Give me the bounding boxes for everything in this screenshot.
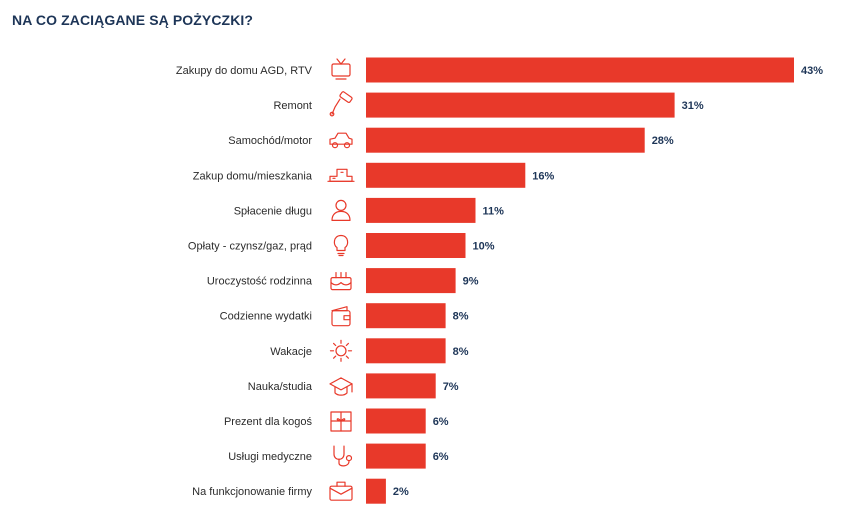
value-label: 43% <box>801 65 823 77</box>
value-label: 31% <box>682 100 704 112</box>
person-icon <box>331 199 351 221</box>
bar <box>366 92 675 118</box>
category-label: Opłaty - czynsz/gaz, prąd <box>188 241 312 253</box>
value-label: 7% <box>443 381 459 393</box>
bar <box>366 338 446 364</box>
chart-title: NA CO ZACIĄGANE SĄ POŻYCZKI? <box>12 12 254 28</box>
category-label: Wakacje <box>270 346 312 358</box>
category-label: Samochód/motor <box>228 135 312 147</box>
light-bulb-icon <box>333 234 349 257</box>
paint-roller-icon <box>329 91 353 117</box>
stethoscope-icon <box>333 445 353 467</box>
category-label: Uroczystość rodzinna <box>207 276 313 288</box>
value-label: 9% <box>463 276 479 288</box>
graduation-cap-icon <box>329 377 353 396</box>
bar <box>366 268 456 294</box>
tv-icon <box>331 58 351 80</box>
value-label: 6% <box>433 416 449 428</box>
category-label: Usługi medyczne <box>228 451 312 463</box>
bar <box>366 303 446 329</box>
briefcase-icon <box>329 481 353 501</box>
category-label: Spłacenie długu <box>234 205 312 217</box>
category-label: Zakupy do domu AGD, RTV <box>176 65 313 77</box>
category-label: Zakup domu/mieszkania <box>193 170 313 182</box>
cake-icon <box>330 272 352 291</box>
bar <box>366 443 426 469</box>
bar <box>366 197 476 223</box>
category-label: Na funkcjonowanie firmy <box>192 486 312 498</box>
value-label: 16% <box>532 170 554 182</box>
wallet-icon <box>331 306 351 327</box>
value-label: 8% <box>453 346 469 358</box>
bar <box>366 57 794 83</box>
value-label: 11% <box>483 205 505 217</box>
value-label: 6% <box>433 451 449 463</box>
bar <box>366 408 426 434</box>
value-label: 28% <box>652 135 674 147</box>
bar <box>366 478 386 504</box>
gift-icon <box>330 411 352 432</box>
category-label: Nauka/studia <box>248 381 313 393</box>
value-label: 10% <box>473 241 495 253</box>
bar <box>366 162 526 188</box>
house-icon <box>327 168 355 182</box>
category-label: Codzienne wydatki <box>220 311 312 323</box>
category-label: Remont <box>273 100 312 112</box>
sun-icon <box>329 339 353 362</box>
bar <box>366 373 436 399</box>
category-label: Prezent dla kogoś <box>224 416 313 428</box>
value-label: 8% <box>453 311 469 323</box>
bar <box>366 233 466 258</box>
value-label: 2% <box>393 486 409 498</box>
car-icon <box>329 132 353 149</box>
bar <box>366 127 645 153</box>
